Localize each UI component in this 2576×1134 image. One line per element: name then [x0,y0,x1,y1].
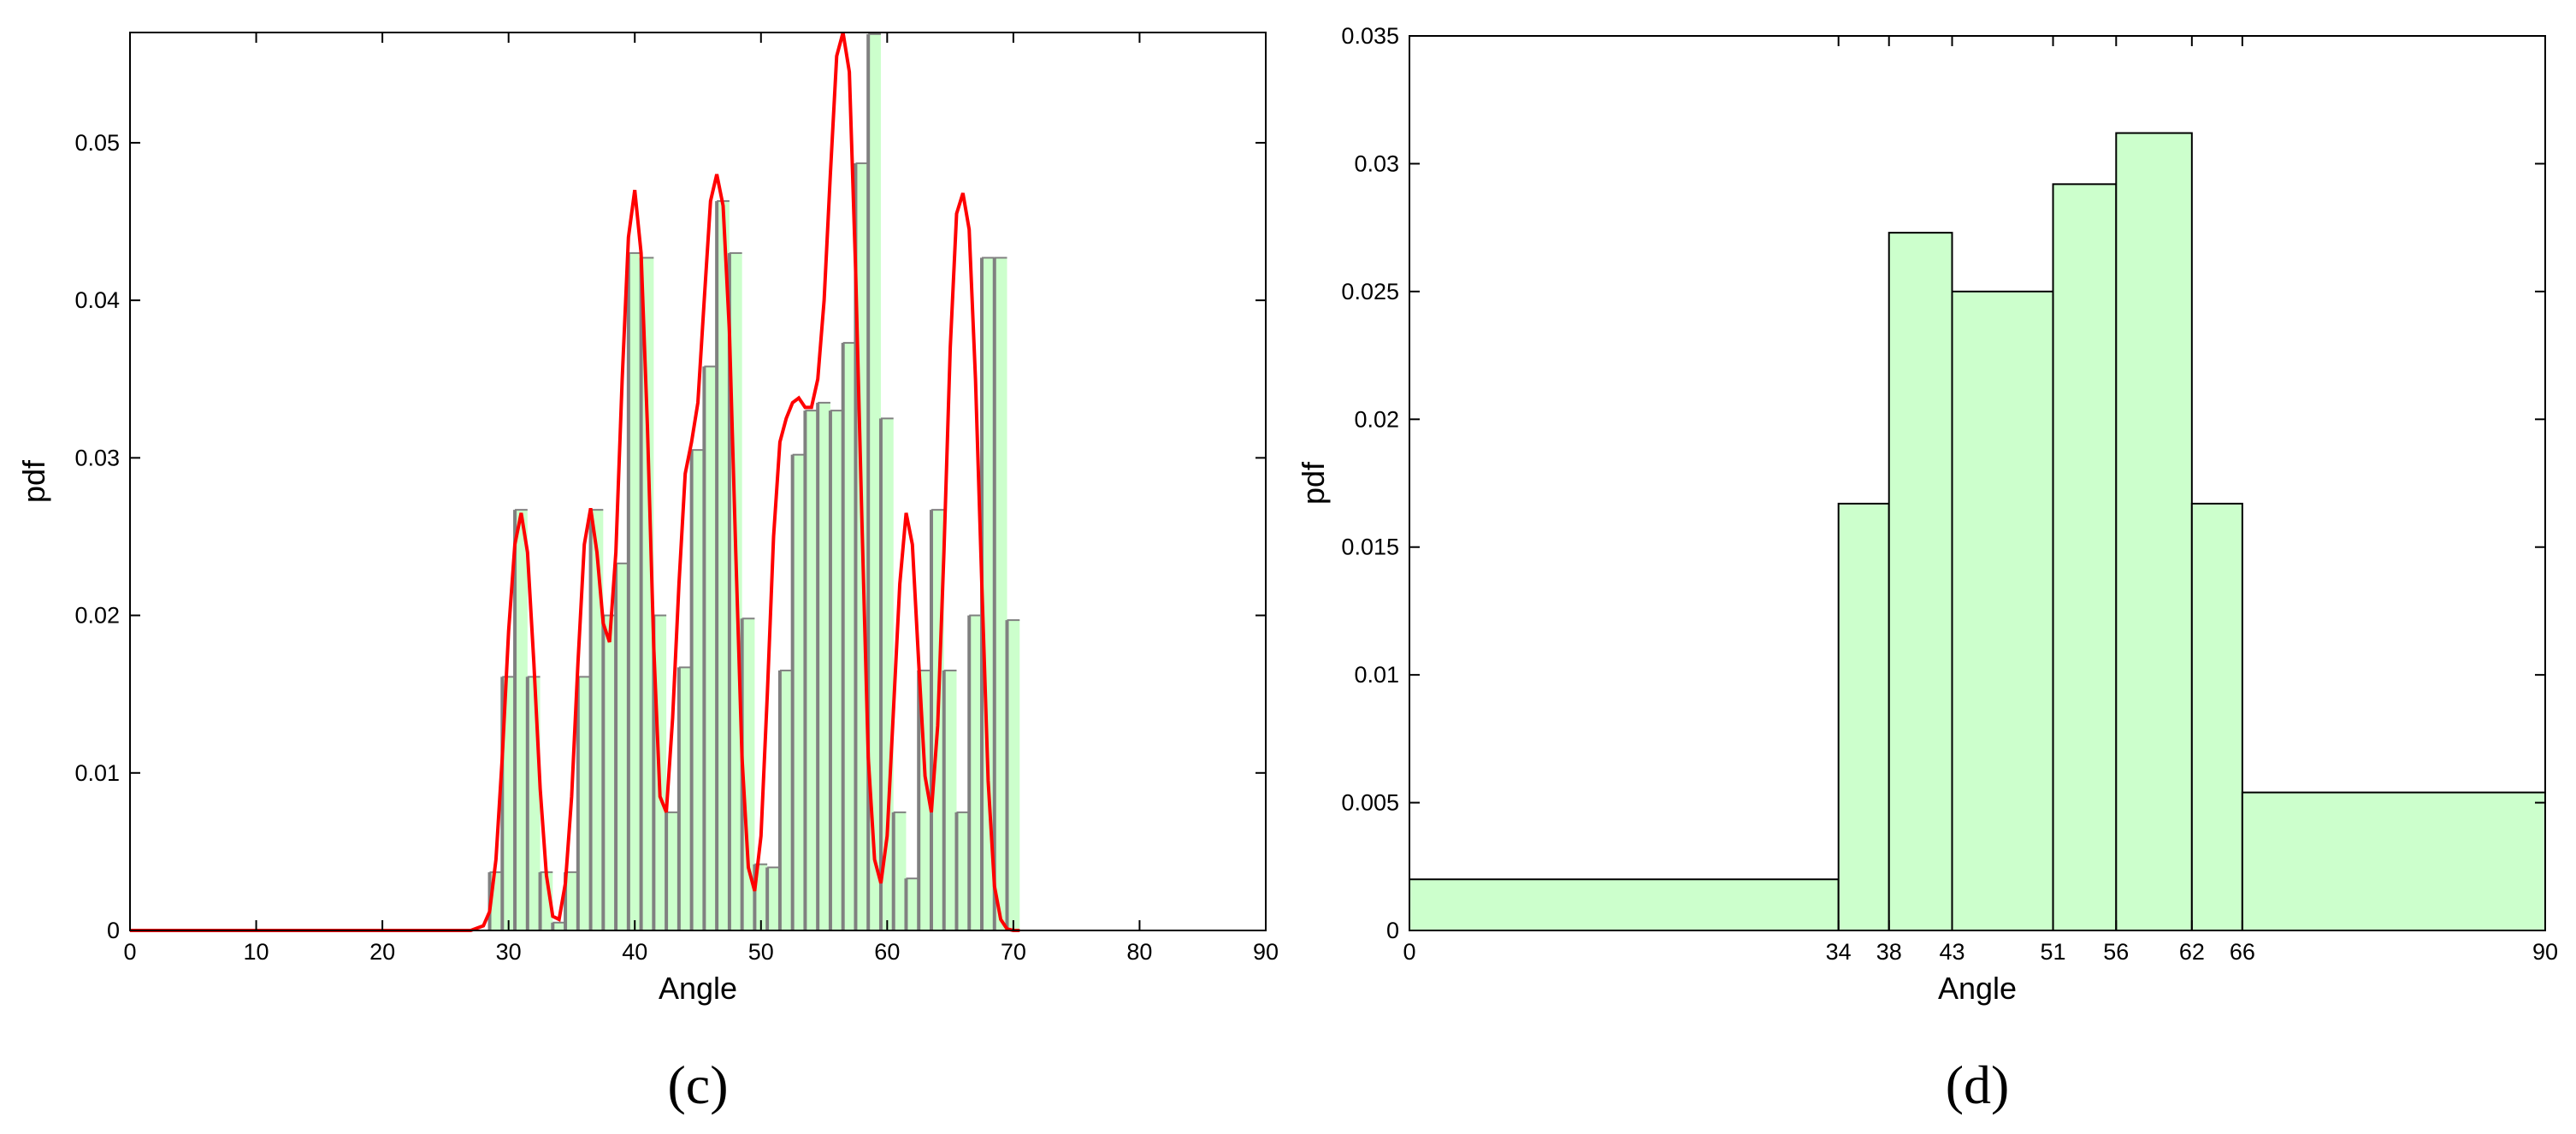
histogram-bar [691,450,705,930]
x-tick-label: 60 [874,939,900,965]
y-tick-label: 0.03 [1354,151,1399,176]
x-tick-label: 10 [244,939,269,965]
x-tick-label: 70 [1001,939,1026,965]
histogram-bar [565,871,578,930]
histogram-bar [666,812,679,930]
histogram-bar [906,878,919,930]
panel-d-label: (d) [1946,1054,2010,1115]
histogram-bar [943,670,957,930]
histogram-bar [717,201,730,930]
y-tick-label: 0.03 [74,445,120,470]
histogram-bar [830,410,843,931]
histogram-bar [754,864,768,930]
panel-d-axes-frame [1409,35,2546,931]
x-tick-label: 34 [1826,939,1852,965]
x-tick-label: 40 [622,939,647,965]
histogram-bar [969,615,982,930]
histogram-bar [704,366,718,930]
histogram-bar [994,257,1007,931]
panel-c-density-curve [130,32,1020,932]
histogram-bar [616,563,629,930]
y-tick-label: 0.015 [1341,535,1399,560]
histogram-bar [2115,132,2193,931]
panel-c-xlabel: Angle [659,971,737,1006]
x-tick-label: 62 [2179,939,2205,965]
x-tick-label: 90 [2532,939,2558,965]
histogram-bar [1951,290,2054,932]
panel-c-axes-frame [129,32,1267,931]
x-tick-label: 0 [1403,939,1415,965]
histogram-bar [1837,502,1890,931]
histogram-bar [893,812,907,930]
panel-c-chart: 0 10 20 30 40 50 60 70 80 90 0 0.01 0.02 0.03 0.04 0.05… [16,32,1279,1115]
histogram-bar [641,257,654,931]
histogram-bar [982,257,995,931]
histogram-bar [880,418,894,930]
histogram-bar [2052,183,2118,931]
histogram-bar [552,922,566,930]
y-tick-label: 0 [1386,918,1399,943]
histogram-bar [590,510,604,930]
histogram-bar [1409,878,1840,931]
histogram-bar [956,812,970,930]
panel-d-ticks: 0 34 38 43 51 56 62 66 90 0 0.005 0.01 0.015 0.02 0.02… [1341,23,2558,965]
histogram-bar [603,615,617,930]
y-tick-label: 0.05 [74,130,120,156]
histogram-bar [678,667,692,930]
histogram-bar [805,410,818,931]
y-tick-label: 0.025 [1341,279,1399,304]
histogram-bar [741,618,755,930]
histogram-bar [842,342,856,930]
y-tick-label: 0.035 [1341,23,1399,49]
x-tick-label: 0 [123,939,136,965]
y-tick-label: 0.01 [1354,662,1399,688]
panel-c-bars [487,32,1020,931]
x-tick-label: 80 [1126,939,1152,965]
panel-d-chart: 0 34 38 43 51 56 62 66 90 0 0.005 0.01 0.015 0.02 0.02… [1296,23,2558,1115]
x-tick-label: 50 [748,939,774,965]
panel-c-ylabel: pdf [16,459,51,503]
panel-c-ticks: 0 10 20 30 40 50 60 70 80 90 0 0.01 0.02 0.03 0.04 0.05 [74,32,1279,965]
histogram-bar [767,867,780,930]
histogram-bar [779,670,793,930]
histogram-bar [792,454,806,930]
x-tick-label: 43 [1939,939,1964,965]
histogram-bar [1007,620,1020,930]
y-tick-label: 0.04 [74,287,120,313]
panel-d-bars [1409,132,2547,932]
x-tick-label: 90 [1253,939,1279,965]
x-tick-label: 20 [369,939,395,965]
histogram-bar [818,402,830,930]
histogram-bar [502,676,516,930]
y-tick-label: 0 [107,918,120,943]
histogram-bar [2190,502,2243,931]
panel-d-ylabel: pdf [1296,461,1331,505]
panel-c-label: (c) [667,1054,728,1115]
histogram-bar [577,676,591,930]
panel-d-xlabel: Angle [1938,971,2017,1006]
x-tick-label: 51 [2041,939,2066,965]
x-tick-label: 56 [2103,939,2129,965]
histogram-bar [1888,232,1953,931]
y-tick-label: 0.01 [74,760,120,786]
x-tick-label: 30 [496,939,522,965]
histogram-bar [527,676,541,930]
x-tick-label: 38 [1876,939,1902,965]
y-tick-label: 0.02 [1354,406,1399,432]
histogram-bar [2241,791,2547,931]
y-tick-label: 0.02 [74,603,120,629]
histogram-bar [515,510,528,930]
histogram-bar [628,252,641,930]
y-tick-label: 0.005 [1341,790,1399,816]
histogram-bar [868,33,881,930]
x-tick-label: 66 [2230,939,2255,965]
